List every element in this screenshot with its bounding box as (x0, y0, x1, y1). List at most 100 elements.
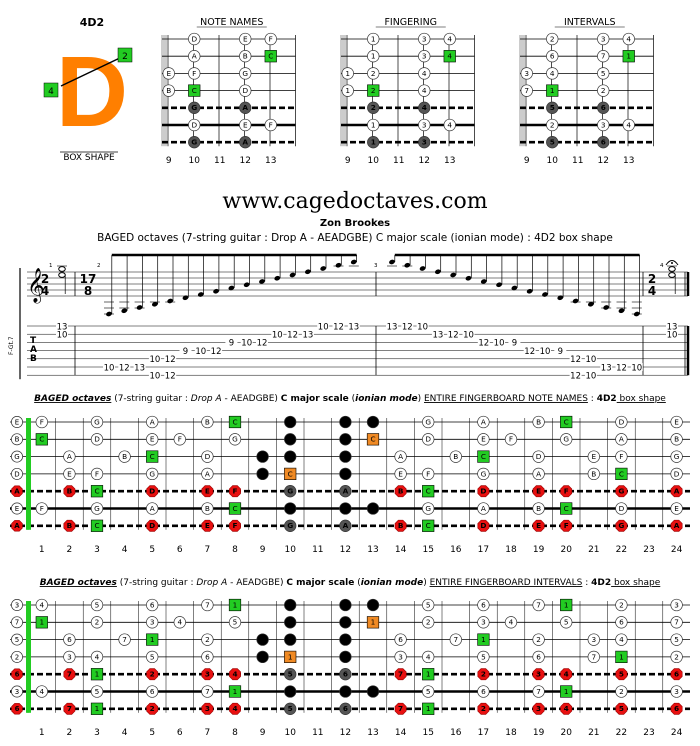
panel-marker-label: B (243, 52, 248, 61)
run-up-notehead (136, 305, 143, 310)
panel-marker: 1 (546, 84, 559, 97)
fingerboard-marker-circle (477, 685, 490, 698)
fermata-dot (671, 262, 673, 264)
fingerboard-marker: E (339, 415, 352, 429)
fingerboard-marker-label: D (674, 469, 680, 478)
tab-number: 10 (631, 363, 642, 373)
panel-marker: 4 (443, 118, 456, 132)
fingerboard-marker: 7 (394, 668, 407, 681)
panel-marker: E (239, 32, 252, 46)
open-string-marker-octagon (11, 520, 23, 532)
site-url: www.cagedoctaves.com (222, 189, 487, 214)
fingerboard-marker-circle (90, 415, 104, 429)
fingerboard-marker: 2 (90, 616, 104, 629)
run-down-notehead (557, 295, 564, 301)
fingerboard-marker: E (201, 485, 214, 498)
fingerboard-marker-circle (339, 598, 352, 612)
title-part: (7-string guitar : (111, 394, 190, 404)
fingerboard-marker-label: D (619, 504, 625, 513)
fingerboard-marker-label: 4 (177, 618, 182, 627)
fingerboard-marker-label: 3 (205, 670, 210, 679)
fingerboard-marker: 3 (670, 685, 683, 698)
open-string-marker-circle (11, 685, 23, 698)
panel-marker: 1 (622, 50, 635, 63)
panel-marker-label: F (192, 69, 196, 78)
fingerboard-marker-circle (284, 485, 297, 498)
fingerboard-marker: E (587, 450, 600, 463)
panel-marker: D (188, 32, 201, 46)
fingerboard-marker-box (90, 668, 104, 681)
fingerboard-marker-box (35, 433, 48, 446)
fingerboard-marker-circle (615, 616, 628, 629)
fingerboard-marker-circle (90, 598, 104, 612)
fingerboard-marker: C (366, 433, 380, 446)
fingerboard-marker: 3 (587, 633, 600, 646)
fingerboard-marker-circle (504, 433, 518, 446)
fingerboard-marker-octagon (615, 702, 628, 715)
tab-number-bg (179, 346, 192, 355)
run-up-notehead (304, 269, 311, 275)
fingerboard-marker: 6 (146, 685, 159, 698)
fingerboard-marker-label: 6 (536, 652, 541, 661)
panel-marker-label: 1 (371, 138, 376, 147)
tab-number: 12 (570, 372, 581, 382)
fret-number: 12 (340, 728, 351, 738)
open-string-marker: B (11, 433, 23, 446)
fingerboard-marker-label: 6 (481, 600, 486, 609)
fingerboard-marker-label: 7 (67, 670, 72, 679)
panel-marker-label: 4 (626, 34, 631, 43)
fingerboard-marker: D (146, 519, 159, 532)
fingerboard-marker-circle (587, 467, 600, 481)
fingerboard-marker-label: G (149, 469, 155, 478)
fret-number: 22 (616, 728, 627, 738)
tab-number: 10 (241, 339, 252, 349)
fingerboard-marker-label: D (94, 435, 100, 444)
fingerboard-marker: 1 (146, 633, 159, 646)
fingerboard-marker: 4 (173, 616, 186, 629)
fingerboard-marker-label: 5 (619, 704, 624, 713)
tab-number: 13 (667, 322, 678, 332)
fingerboard-marker-label: E (536, 521, 541, 530)
fingerboard-marker-octagon (146, 702, 159, 715)
fingerboard-marker: 7 (394, 702, 407, 715)
fingerboard-marker: 4 (366, 685, 380, 698)
fingerboard-marker-octagon (560, 702, 573, 715)
fret-number: 18 (505, 545, 517, 555)
fingerboard-marker-label: C (39, 435, 44, 444)
fingerboard-marker-circle (256, 450, 269, 463)
fret-number: 4 (122, 545, 128, 555)
fingerboard-marker-label: C (619, 469, 624, 478)
panel-marker-label: 5 (550, 103, 555, 112)
fingerboard-marker-label: A (619, 435, 624, 444)
fingerboard-marker-circle (422, 415, 435, 429)
panel-marker: 4 (443, 32, 456, 46)
fingerboard-marker-circle (339, 485, 352, 498)
fingerboard-marker-label: A (343, 487, 349, 496)
panel-marker-circle (597, 84, 610, 97)
fingerboard-marker: 2 (477, 668, 490, 681)
fingerboard-marker-label: C (94, 521, 99, 530)
finger-top-box (117, 47, 133, 63)
fingerboard-marker-octagon (201, 702, 214, 715)
fingerboard-marker: F (229, 519, 241, 532)
panel-marker-label: E (166, 69, 171, 78)
fingerboard-marker-circle (532, 633, 545, 646)
fingerboard-marker: 1 (560, 598, 573, 612)
nut-bar (26, 418, 31, 530)
fret-number: 13 (367, 545, 378, 555)
panel-marker-label: G (191, 103, 197, 112)
fingerboard-marker-circle (477, 650, 490, 664)
fingerboard-marker: E (146, 433, 159, 446)
fingerboard-marker: D (615, 415, 628, 429)
fingerboard-marker-label: 1 (39, 618, 44, 627)
fingerboard-marker-circle (201, 598, 214, 612)
fingerboard-marker-octagon (532, 702, 545, 715)
fingerboard-marker-octagon (670, 519, 683, 532)
fingerboard-marker-circle (228, 433, 242, 446)
fingerboard-marker-label: 3 (150, 618, 155, 627)
fingerboard-marker-label: E (674, 504, 679, 513)
fingerboard-marker-label: G (425, 504, 431, 513)
fingerboard-marker-octagon (477, 702, 490, 715)
panel-marker-circle (239, 32, 252, 46)
